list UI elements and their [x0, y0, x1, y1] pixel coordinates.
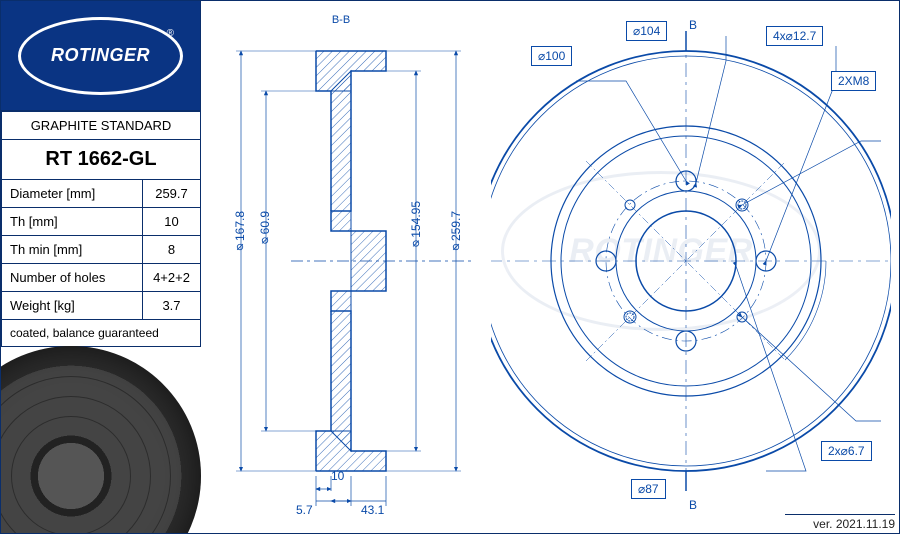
callout-holes2: 2x⌀6.7 — [821, 441, 872, 461]
callout-threads2: 2XM8 — [831, 71, 876, 91]
table-row: Diameter [mm] 259.7 — [2, 180, 201, 208]
product-note: coated, balance guaranteed — [2, 320, 201, 347]
callout-d87: ⌀87 — [631, 479, 666, 499]
dim-t43: 43.1 — [361, 503, 384, 517]
callout-d104: ⌀104 — [626, 21, 667, 41]
dim-d167: ⌀167.8 — [233, 211, 247, 255]
logo-oval: ROTINGER ® — [18, 17, 183, 95]
spec-label: Weight [kg] — [2, 292, 143, 320]
dim-d154: ⌀154.95 — [409, 201, 423, 252]
spec-label: Diameter [mm] — [2, 180, 143, 208]
section-label: B-B — [332, 14, 350, 26]
table-row: Number of holes 4+2+2 — [2, 264, 201, 292]
registered-icon: ® — [167, 28, 174, 39]
svg-text:B: B — [689, 18, 697, 32]
callout-holes4: 4x⌀12.7 — [766, 26, 823, 46]
dim-d259: ⌀259.7 — [449, 211, 463, 255]
page: ROTINGER ® GRAPHITE STANDARD RT 1662-GL … — [0, 0, 900, 534]
dim-t10: 10 — [331, 469, 344, 483]
spec-table: GRAPHITE STANDARD RT 1662-GL Diameter [m… — [1, 111, 201, 347]
spec-label: Th [mm] — [2, 208, 143, 236]
left-column: ROTINGER ® GRAPHITE STANDARD RT 1662-GL … — [1, 1, 201, 534]
brand-logo: ROTINGER ® — [1, 1, 201, 111]
callout-d100: ⌀100 — [531, 46, 572, 66]
spec-label: Number of holes — [2, 264, 143, 292]
spec-value: 259.7 — [143, 180, 201, 208]
table-row: Th min [mm] 8 — [2, 236, 201, 264]
spec-value: 3.7 — [143, 292, 201, 320]
table-row: Weight [kg] 3.7 — [2, 292, 201, 320]
dim-d60: ⌀60.9 — [258, 211, 272, 248]
spec-label: Th min [mm] — [2, 236, 143, 264]
series-label: GRAPHITE STANDARD — [2, 112, 201, 140]
dim-t5-7: 5.7 — [296, 503, 313, 517]
version-label: ver. 2021.11.19 — [785, 514, 895, 531]
brand-name: ROTINGER — [51, 45, 150, 66]
table-row: Th [mm] 10 — [2, 208, 201, 236]
spec-value: 4+2+2 — [143, 264, 201, 292]
svg-text:B: B — [689, 498, 697, 511]
spec-value: 8 — [143, 236, 201, 264]
spec-value: 10 — [143, 208, 201, 236]
drawing-area: ROTINGER B-B — [201, 1, 900, 534]
part-number: RT 1662-GL — [2, 140, 201, 180]
disc-photo — [0, 346, 201, 534]
section-view: B-B — [211, 11, 491, 511]
